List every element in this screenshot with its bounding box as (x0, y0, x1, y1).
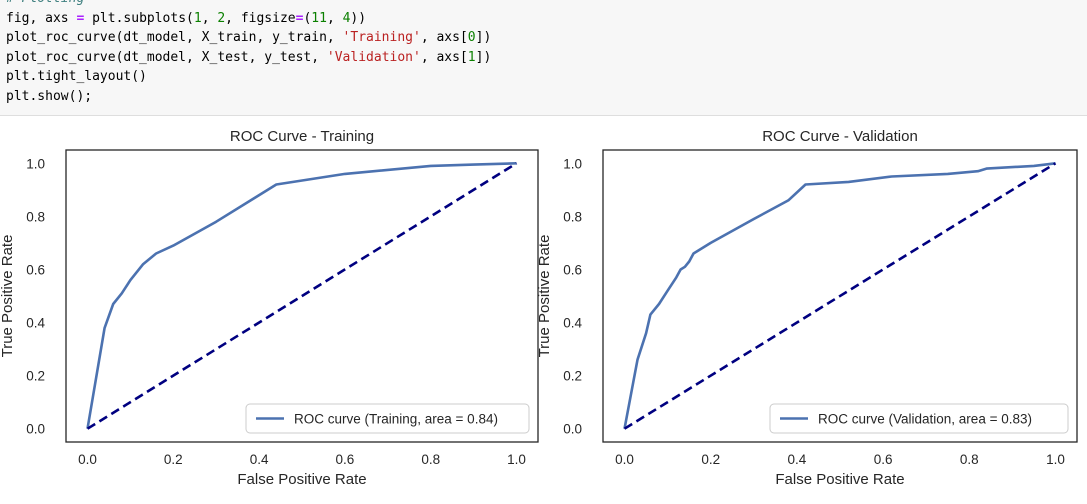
roc-curve-line (86, 162, 517, 429)
y-axis-label: True Positive Rate (0, 235, 16, 358)
y-tick-label: 1.0 (26, 156, 45, 171)
code-token: , (201, 10, 218, 26)
code-token: plot_roc_curve(dt_model, X_test, y_test, (6, 49, 327, 65)
code-token: )) (350, 10, 367, 26)
y-axis-label: True Positive Rate (536, 235, 553, 358)
code-editor[interactable]: # Plottingfig, axs = plt.subplots(1, 2, … (6, 0, 491, 106)
diagonal-reference-line (623, 162, 1057, 430)
y-tick-label: 0.6 (563, 262, 582, 277)
diagonal-reference-line (86, 162, 518, 430)
code-line: plt.show(); (6, 87, 491, 107)
code-token: plt.tight_layout() (6, 69, 147, 84)
code-token: 'Validation' (326, 49, 421, 65)
code-line: fig, axs = plt.subplots(1, 2, figsize=(1… (6, 9, 491, 29)
y-tick-label: 0.8 (563, 209, 582, 224)
y-tick-label: 0.8 (26, 209, 45, 224)
roc-chart-1: ROC Curve - Validation 0.0 0.2 0.4 0.6 0.8 1.0… (536, 128, 1078, 488)
code-cell[interactable]: # Plottingfig, axs = plt.subplots(1, 2, … (0, 0, 1087, 116)
x-tick-label: 0.8 (960, 452, 979, 467)
roc-chart-0: ROC Curve - Training 0.0 0.2 0.4 0.6 0.8 1.0 0.… (0, 128, 539, 488)
code-token: 2 (217, 10, 226, 26)
chart-title: ROC Curve - Validation (762, 128, 918, 145)
legend: ROC curve (Training, area = 0.84) (245, 403, 530, 434)
legend: ROC curve (Validation, area = 0.83) (769, 403, 1069, 434)
y-tick-label: 0.2 (563, 369, 582, 384)
code-line: plot_roc_curve(dt_model, X_test, y_test,… (6, 48, 491, 68)
code-token: = (295, 10, 304, 26)
axes-frame (602, 149, 1078, 443)
x-tick-label: 0.8 (421, 452, 440, 467)
x-tick-label: 0.6 (874, 452, 893, 467)
x-tick-label: 0.4 (250, 452, 269, 467)
legend-label: ROC curve (Training, area = 0.84) (294, 412, 498, 427)
x-tick-label: 1.0 (507, 452, 526, 467)
legend-box (245, 403, 530, 434)
x-axis-label: False Positive Rate (237, 471, 366, 488)
roc-figure-svg: ROC Curve - Training 0.0 0.2 0.4 0.6 0.8 1.0 0.… (0, 128, 1078, 488)
code-token: 4 (342, 10, 351, 26)
code-token: plt.show(); (6, 88, 93, 104)
x-tick-label: 1.0 (1046, 452, 1065, 467)
x-tick-label: 0.0 (615, 452, 634, 467)
x-tick-label: 0.6 (336, 452, 355, 467)
code-token: ]) (475, 49, 492, 65)
x-tick-label: 0.4 (788, 452, 807, 467)
legend-box (769, 403, 1069, 434)
y-tick-label: 0.4 (26, 316, 45, 331)
code-token: plot_roc_curve(dt_model, X_train, y_trai… (6, 30, 343, 45)
x-tick-label: 0.2 (701, 452, 720, 467)
roc-figure: ROC Curve - Training 0.0 0.2 0.4 0.6 0.8 1.0 0.… (0, 116, 1087, 504)
code-token: # Plotting (6, 0, 84, 6)
code-token: , figsize (225, 10, 296, 26)
y-tick-label: 1.0 (563, 156, 582, 171)
code-token: 0 (467, 30, 476, 45)
y-tick-label: 0.2 (26, 369, 45, 384)
code-token: plt.subplots( (84, 10, 194, 26)
code-token: , axs[ (420, 30, 468, 45)
code-token: 'Training' (342, 30, 421, 45)
x-tick-label: 0.2 (164, 452, 183, 467)
roc-curve-line (623, 162, 1056, 429)
code-token: 1 (193, 10, 202, 26)
code-line: plt.tight_layout() (6, 67, 491, 87)
legend-label: ROC curve (Validation, area = 0.83) (818, 412, 1032, 427)
y-tick-label: 0.0 (563, 422, 582, 437)
y-tick-label: 0.0 (26, 422, 45, 437)
x-tick-label: 0.0 (78, 452, 97, 467)
code-token: 1 (467, 49, 476, 65)
y-tick-label: 0.6 (26, 262, 45, 277)
x-axis-label: False Positive Rate (775, 471, 904, 488)
code-line: # Plotting (6, 0, 491, 9)
code-token: ( (303, 10, 312, 26)
chart-title: ROC Curve - Training (230, 128, 374, 145)
code-token: 11 (311, 10, 327, 26)
code-token: , axs[ (420, 49, 468, 65)
code-token: , (326, 10, 343, 26)
code-line: plot_roc_curve(dt_model, X_train, y_trai… (6, 28, 491, 48)
code-token: = (76, 10, 85, 26)
code-token: fig, axs (6, 10, 77, 26)
y-tick-label: 0.4 (563, 316, 582, 331)
axes-frame (65, 149, 539, 443)
code-token: ]) (475, 30, 492, 45)
